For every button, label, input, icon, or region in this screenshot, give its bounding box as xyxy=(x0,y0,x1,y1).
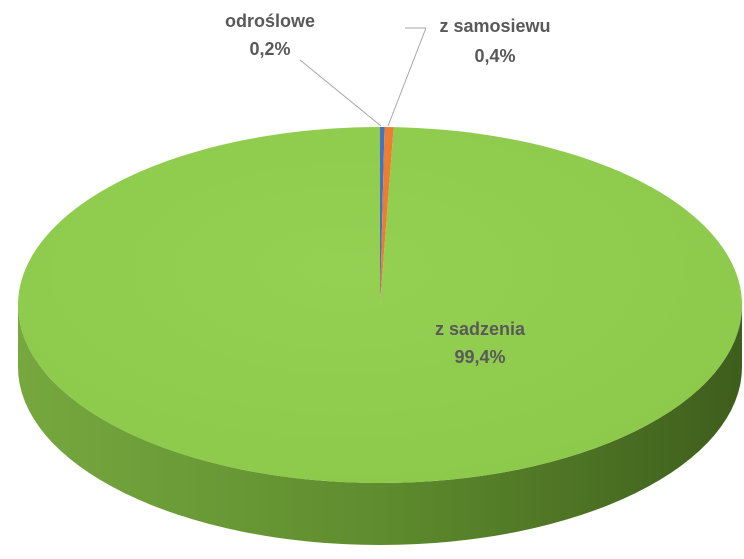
pie-side xyxy=(18,305,742,545)
pie-slice xyxy=(380,127,385,305)
leader-line xyxy=(387,27,427,127)
pie-slice xyxy=(17,127,742,483)
pie-slice xyxy=(380,127,394,305)
data-label-value: 0,4% xyxy=(474,46,515,66)
data-label-name: z samosiewu xyxy=(439,16,550,36)
pie xyxy=(17,127,742,545)
data-label-value: 0,2% xyxy=(249,39,290,59)
leader-line xyxy=(299,59,382,127)
data-label-name: z sadzenia xyxy=(435,319,526,339)
data-label-name: odroślowe xyxy=(225,11,315,31)
data-label-value: 99,4% xyxy=(454,347,505,367)
